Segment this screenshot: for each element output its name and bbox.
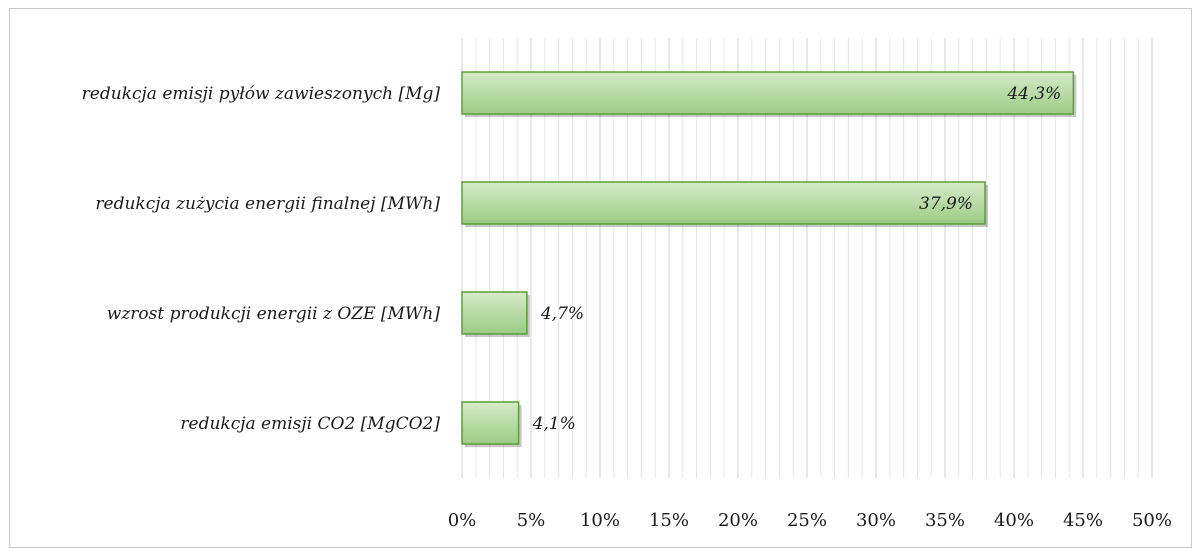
x-tick-label: 40% <box>994 510 1034 531</box>
data-label: 44,3% <box>1006 84 1061 104</box>
labels: 0% 5% 10% 15% 20% 25% 30% 35% 40% 45% 50% redukcja … <box>82 84 1172 531</box>
data-label: 4,7% <box>540 304 584 324</box>
category-label: wzrost produkcji energii z OZE [MWh] <box>107 304 441 324</box>
x-tick-label: 30% <box>856 510 896 531</box>
bar <box>461 181 986 225</box>
x-tick-label: 45% <box>1063 510 1103 531</box>
category-label: redukcja zużycia energii finalnej [MWh] <box>95 194 440 214</box>
x-tick-label: 0% <box>448 510 477 531</box>
bar <box>461 71 1075 115</box>
category-label: redukcja emisji pyłów zawieszonych [Mg] <box>82 84 441 104</box>
x-tick-label: 25% <box>787 510 827 531</box>
data-label: 4,1% <box>532 414 576 434</box>
x-tick-label: 15% <box>649 510 689 531</box>
x-tick-label: 20% <box>718 510 758 531</box>
category-label: redukcja emisji CO2 [MgCO2] <box>180 414 440 434</box>
bar-chart: 0% 5% 10% 15% 20% 25% 30% 35% 40% 45% 50% redukcja … <box>82 38 1172 531</box>
data-label: 37,9% <box>919 194 973 214</box>
x-tick-label: 5% <box>517 510 546 531</box>
x-tick-label: 50% <box>1132 510 1172 531</box>
bar <box>461 291 528 335</box>
bar <box>461 401 520 445</box>
bars <box>461 71 1077 447</box>
x-tick-label: 10% <box>580 510 620 531</box>
x-tick-label: 35% <box>925 510 965 531</box>
